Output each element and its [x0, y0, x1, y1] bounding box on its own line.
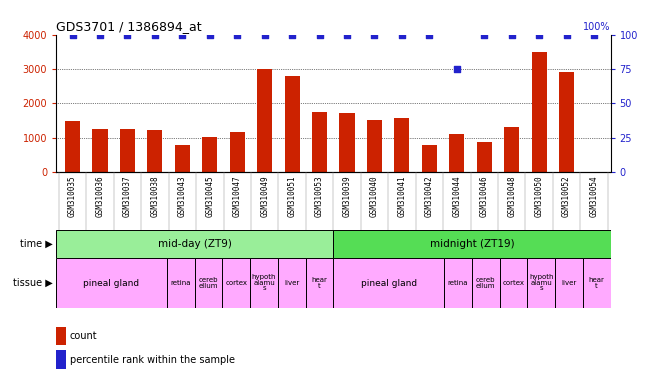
Text: count: count: [70, 331, 98, 341]
Text: GSM310050: GSM310050: [535, 175, 544, 217]
Bar: [56, 230, 333, 258]
Bar: [278, 258, 306, 308]
Bar: [449, 134, 465, 172]
Point: [150, 31, 160, 38]
Bar: [531, 53, 546, 172]
Bar: [195, 258, 222, 308]
Text: cereb
ellum: cereb ellum: [199, 277, 218, 289]
Bar: [472, 258, 500, 308]
Bar: [65, 121, 80, 172]
Bar: [312, 112, 327, 172]
Text: hypoth
alamu
s: hypoth alamu s: [251, 275, 277, 291]
Text: GSM310042: GSM310042: [425, 175, 434, 217]
Text: mid-day (ZT9): mid-day (ZT9): [158, 239, 232, 249]
Text: GSM310053: GSM310053: [315, 175, 324, 217]
Text: cortex: cortex: [225, 280, 248, 286]
Text: GSM310037: GSM310037: [123, 175, 132, 217]
Bar: [306, 258, 333, 308]
Text: GSM310036: GSM310036: [96, 175, 104, 217]
Text: GSM310035: GSM310035: [68, 175, 77, 217]
Bar: [504, 127, 519, 172]
Bar: [422, 144, 437, 172]
Point: [506, 31, 517, 38]
Bar: [222, 258, 250, 308]
Point: [534, 31, 544, 38]
Point: [205, 31, 215, 38]
Bar: [555, 258, 583, 308]
Text: hear
t: hear t: [312, 277, 327, 289]
Bar: [147, 130, 162, 172]
Point: [397, 31, 407, 38]
Text: cereb
ellum: cereb ellum: [476, 277, 496, 289]
Bar: [395, 118, 409, 172]
Text: GSM310052: GSM310052: [562, 175, 571, 217]
Text: time ▶: time ▶: [20, 239, 53, 249]
Bar: [444, 258, 472, 308]
Point: [479, 31, 490, 38]
Bar: [477, 142, 492, 172]
Point: [561, 31, 572, 38]
Bar: [92, 129, 108, 172]
Text: GSM310038: GSM310038: [150, 175, 160, 217]
Text: pineal gland: pineal gland: [360, 278, 417, 288]
Bar: [333, 258, 444, 308]
Point: [95, 31, 106, 38]
Bar: [527, 258, 555, 308]
Bar: [230, 132, 245, 172]
Text: GSM310039: GSM310039: [343, 175, 352, 217]
Bar: [559, 72, 574, 172]
Point: [67, 31, 78, 38]
Bar: [56, 351, 66, 369]
Text: GSM310049: GSM310049: [260, 175, 269, 217]
Bar: [333, 230, 610, 258]
Text: midnight (ZT19): midnight (ZT19): [430, 239, 514, 249]
Text: GSM310048: GSM310048: [507, 175, 516, 217]
Point: [177, 31, 187, 38]
Text: 100%: 100%: [583, 22, 610, 32]
Bar: [56, 327, 66, 345]
Text: cortex: cortex: [502, 280, 525, 286]
Text: pineal gland: pineal gland: [83, 278, 140, 288]
Text: GSM310041: GSM310041: [397, 175, 407, 217]
Text: GDS3701 / 1386894_at: GDS3701 / 1386894_at: [56, 20, 202, 33]
Text: percentile rank within the sample: percentile rank within the sample: [70, 354, 235, 364]
Bar: [250, 258, 278, 308]
Bar: [367, 120, 382, 172]
Text: tissue ▶: tissue ▶: [13, 278, 53, 288]
Bar: [257, 69, 272, 172]
Bar: [120, 129, 135, 172]
Text: GSM310045: GSM310045: [205, 175, 214, 217]
Point: [424, 31, 435, 38]
Text: GSM310043: GSM310043: [178, 175, 187, 217]
Point: [122, 31, 133, 38]
Bar: [175, 145, 190, 172]
Text: GSM310054: GSM310054: [589, 175, 599, 217]
Point: [342, 31, 352, 38]
Point: [589, 31, 599, 38]
Text: retina: retina: [170, 280, 191, 286]
Text: GSM310051: GSM310051: [288, 175, 296, 217]
Text: GSM310040: GSM310040: [370, 175, 379, 217]
Point: [259, 31, 270, 38]
Text: retina: retina: [447, 280, 469, 286]
Bar: [339, 113, 354, 172]
Bar: [500, 258, 527, 308]
Bar: [202, 137, 217, 172]
Bar: [284, 76, 300, 172]
Point: [314, 31, 325, 38]
Point: [369, 31, 380, 38]
Text: GSM310047: GSM310047: [233, 175, 242, 217]
Point: [451, 66, 462, 72]
Text: GSM310044: GSM310044: [452, 175, 461, 217]
Point: [287, 31, 298, 38]
Text: liver: liver: [561, 280, 577, 286]
Point: [232, 31, 242, 38]
Bar: [56, 258, 167, 308]
Bar: [583, 258, 610, 308]
Text: hypoth
alamu
s: hypoth alamu s: [529, 275, 554, 291]
Text: hear
t: hear t: [589, 277, 605, 289]
Text: GSM310046: GSM310046: [480, 175, 489, 217]
Bar: [167, 258, 195, 308]
Text: liver: liver: [284, 280, 300, 286]
